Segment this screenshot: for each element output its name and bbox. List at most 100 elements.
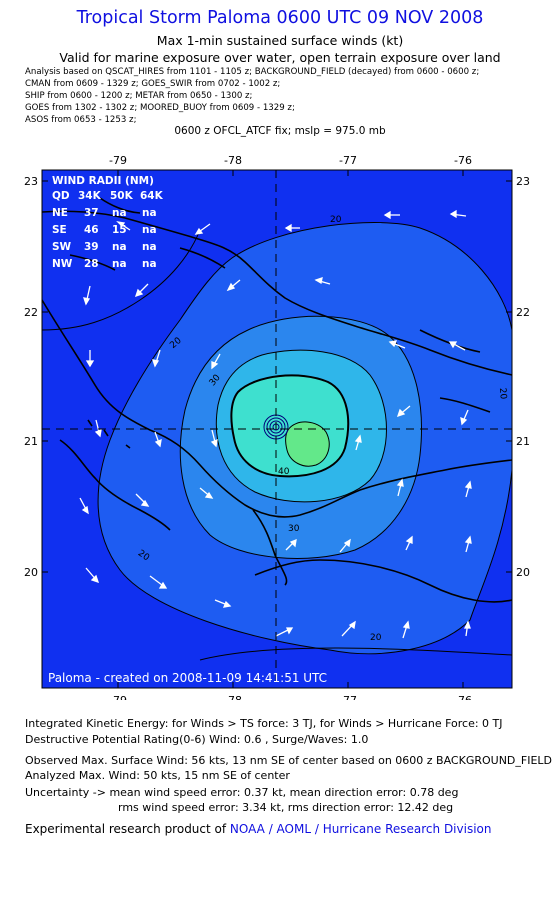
lon-label-bottom: -78 [224,694,242,700]
subtitle-winds: Max 1-min sustained surface winds (kt) [156,33,404,48]
wind-arrow [396,478,404,497]
wind-arrow [405,535,413,551]
contour-label: 20 [497,387,508,400]
lon-label-top: -76 [454,154,472,167]
lat-label-left: 22 [24,306,38,319]
contour-fill-max [285,421,330,467]
wind-arrow [211,353,221,370]
radii-cell: NE [52,207,68,219]
radii-cell: 37 [84,207,99,219]
wind-arrow [194,223,211,235]
lon-label-top: -77 [339,154,357,167]
contour-label: 20 [370,633,382,643]
wind-arrow [396,405,411,418]
wind-arrow [464,535,472,553]
analysis-sources: Analysis based on QSCAT_HIRES from 1101 … [25,66,479,126]
radii-header: 64K [140,190,164,202]
wind-arrow [210,429,218,448]
wind-field-map: 20 20 20 20 20 30 30 40 WIND RADII (NM) … [24,154,530,700]
wind-contours: 20 20 20 20 20 30 30 40 WIND RADII (NM) … [42,170,512,688]
footer-prefix: Experimental research product of [25,822,230,836]
analysis-line: Analysis based on QSCAT_HIRES from 1101 … [25,67,480,77]
radii-header: QD [52,190,70,202]
hrd-link[interactable]: NOAA / AOML / Hurricane Research Divisio… [229,822,492,836]
center-crosshair [42,170,512,688]
wind-arrow [79,497,89,515]
wind-arrow [154,431,162,448]
radii-cell: na [142,224,157,236]
wind-arrow [116,221,131,231]
wind-arrow [285,538,297,551]
lat-label-right: 23 [516,175,530,188]
wind-arrow [448,341,466,351]
subtitle-exposure: Valid for marine exposure over water, op… [59,50,501,65]
radii-cell: 28 [84,258,99,270]
wind-arrow [463,620,471,637]
wind-arrow [388,340,406,349]
wind-radii-table: WIND RADII (NM) QD 34K 50K 64K NE 37 na … [52,175,164,270]
ike-line: Integrated Kinetic Energy: for Winds > T… [25,717,503,730]
lat-label-left: 23 [24,175,38,188]
wind-arrow [83,285,91,306]
wind-arrow [135,493,150,507]
wind-arrow [339,538,351,553]
radii-cell: na [112,258,127,270]
wind-arrow [226,279,241,292]
radii-cell: na [142,258,157,270]
wind-arrow [85,350,95,368]
lat-label-right: 20 [516,566,530,579]
radii-header: 34K [78,190,102,202]
radii-cell: SW [52,241,72,253]
wind-arrow [341,620,356,637]
radii-cell: 15 [112,224,127,236]
wind-radii-title: WIND RADII (NM) [52,175,154,187]
wind-arrow [284,223,300,233]
credit-line: Paloma - created on 2008-11-09 14:41:51 … [48,671,327,685]
wind-arrow [314,277,331,285]
contour-label: 40 [278,467,290,477]
wind-arrow [85,567,100,584]
wind-arrow [149,575,168,589]
analysis-line: ASOS from 0653 - 1253 z; [25,115,137,125]
dpr-line: Destructive Potential Rating(0-6) Wind: … [25,733,369,746]
radii-header: 50K [110,190,134,202]
wind-arrow [464,480,472,498]
wind-arrow [199,487,214,499]
radii-cell: 46 [84,224,99,236]
lon-label-bottom: -79 [109,694,127,700]
fix-line: 0600 z OFCL_ATCF fix; mslp = 975.0 mb [174,125,386,137]
contour-label: 20 [330,215,342,225]
wind-arrow [214,599,232,608]
contour-fill-50kt [231,375,349,477]
analysis-line: CMAN from 0609 - 1329 z; GOES_SWIR from … [25,79,281,89]
uncertainty-line-2: rms wind speed error: 3.34 kt, rms direc… [118,801,454,814]
lat-label-right: 21 [516,435,530,448]
wind-arrow [152,349,161,368]
contour-label: 30 [288,524,300,534]
analyzed-max-line: Analyzed Max. Wind: 50 kts, 15 nm SE of … [25,769,290,782]
radii-cell: na [142,207,157,219]
wind-arrow [460,409,469,426]
uncertainty-line-1: Uncertainty -> mean wind speed error: 0.… [25,786,459,799]
radii-cell: na [142,241,157,253]
wind-arrow [402,620,410,639]
radii-cell: na [112,241,127,253]
wind-arrow [449,209,467,219]
wind-arrow [94,419,102,438]
wind-vectors [79,209,472,639]
coastlines [42,197,512,603]
lat-label-right: 22 [516,306,530,319]
plot-frame [41,169,513,689]
chart-title: Tropical Storm Paloma 0600 UTC 09 NOV 20… [76,8,484,28]
radii-cell: 39 [84,241,99,253]
radii-cell: SE [52,224,67,236]
lon-label-top: -78 [224,154,242,167]
analysis-line: GOES from 1302 - 1302 z; MOORED_BUOY fro… [25,103,295,113]
lon-label-bottom: -77 [339,694,357,700]
radii-cell: NW [52,258,73,270]
radii-cell: na [112,207,127,219]
wind-arrow [354,434,362,451]
observed-max-line: Observed Max. Surface Wind: 56 kts, 13 n… [25,754,553,767]
axis-ticks [42,170,512,688]
footer-credit: Experimental research product of NOAA / … [25,822,491,836]
